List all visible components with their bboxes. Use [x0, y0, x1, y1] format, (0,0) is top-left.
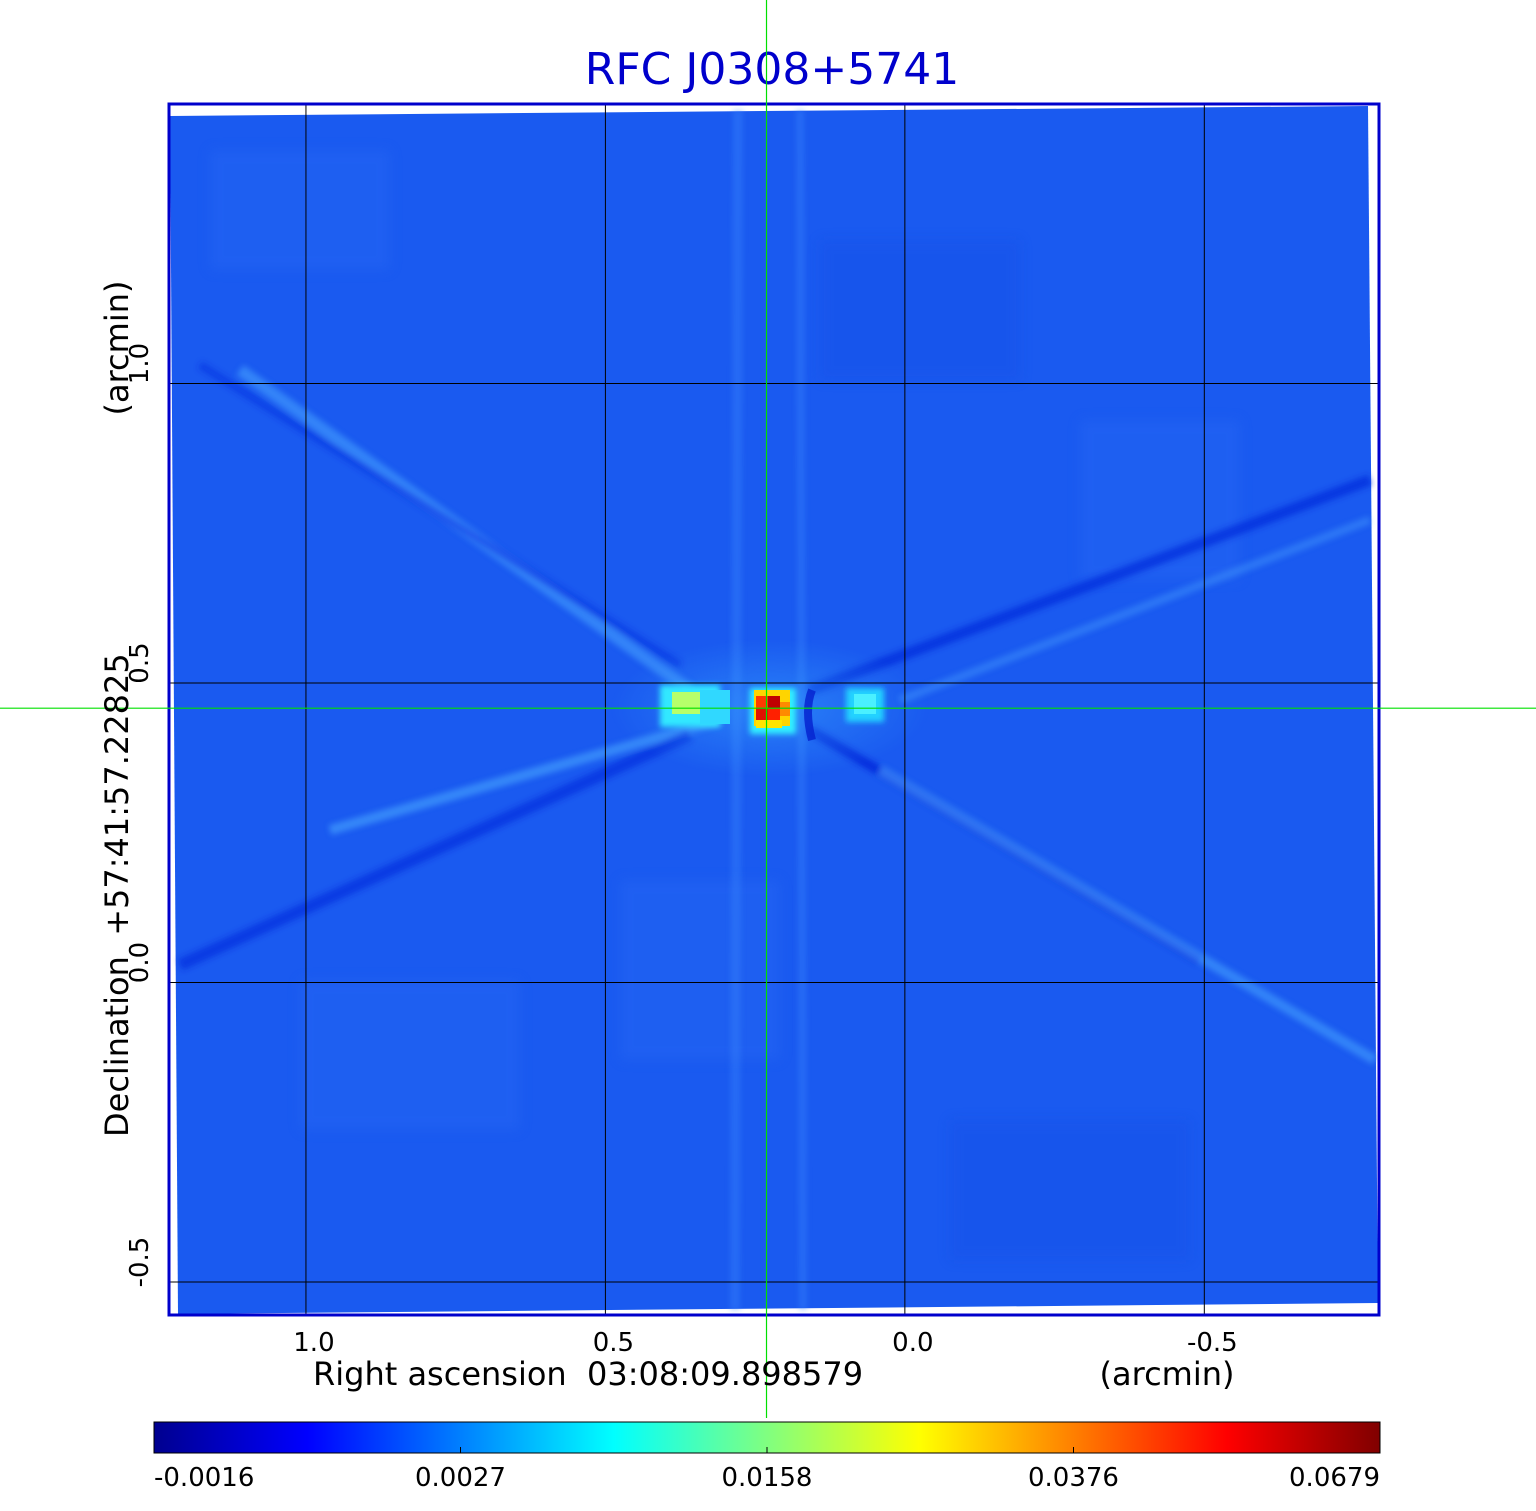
y-tick-label: 0.5: [125, 642, 155, 683]
colorbar-tick-label: 0.0027: [415, 1463, 506, 1493]
x-tick-label: -0.5: [1187, 1328, 1238, 1358]
arm-upper-left-dark: [197, 361, 683, 669]
arm-upper-right-dark: [808, 474, 1372, 696]
crosshair: [0, 0, 1536, 1418]
arm-lower-right-bright: [877, 765, 1378, 1065]
y-tick-label: -0.5: [125, 1237, 155, 1288]
x-axis-unit: (arcmin): [1100, 1355, 1235, 1393]
colorbar-tick-label: -0.0016: [154, 1463, 254, 1493]
x-tick-labels: 1.0 0.5 0.0 -0.5: [293, 1328, 1237, 1358]
grid: [170, 105, 1378, 1315]
y-tick-labels: 1.0 0.5 0.0 -0.5: [125, 343, 155, 1288]
peak-source: [750, 688, 796, 734]
arm-upper-right-bright: [898, 516, 1372, 704]
y-tick-label: 1.0: [125, 343, 155, 384]
y-axis-unit: (arcmin): [98, 281, 136, 416]
y-axis-label: Declination +57:41:57.22825: [98, 653, 136, 1137]
x-tick-label: 0.0: [892, 1328, 933, 1358]
y-tick-label: 0.0: [125, 942, 155, 983]
x-tick-label: 0.5: [593, 1328, 634, 1358]
image-field: [170, 106, 1378, 1314]
colorbar-ticks: -0.0016 0.0027 0.0158 0.0376 0.0679: [154, 1447, 1380, 1493]
right-sidelobe: [846, 688, 884, 722]
x-axis-label: Right ascension 03:08:09.898579: [313, 1355, 863, 1393]
chart-title: RFC J0308+5741: [585, 44, 959, 95]
colorbar-tick-label: 0.0679: [1289, 1463, 1380, 1493]
left-sidelobe: [660, 685, 730, 727]
colorbar-tick-label: 0.0376: [1028, 1463, 1119, 1493]
plot-frame: [167, 102, 1381, 1317]
noise-texture: [210, 150, 1240, 1260]
colorbar-tick-label: 0.0158: [722, 1463, 813, 1493]
x-tick-label: 1.0: [293, 1328, 334, 1358]
